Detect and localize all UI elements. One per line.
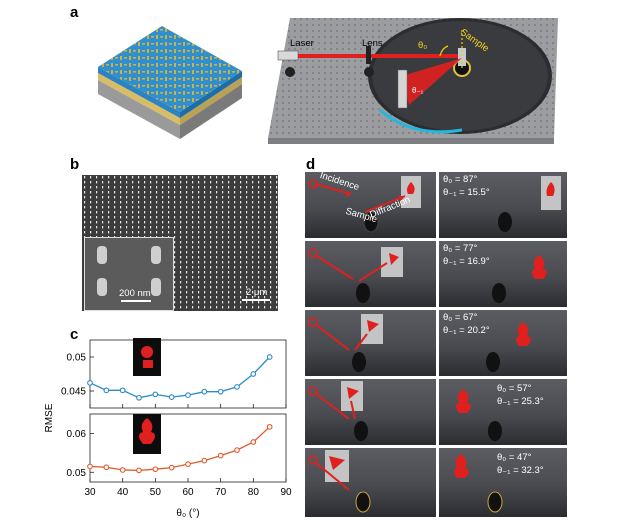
photo-right-3: θ₀ = 67° θ₋₁ = 20.2° (439, 310, 567, 376)
sem-image: 200 nm 2 μm (82, 175, 278, 311)
metasurface-illustration (98, 26, 242, 139)
row5-theta0: θ₀ = 47° (497, 452, 532, 463)
row4-theta0: θ₀ = 57° (497, 383, 532, 394)
panel-label-d: d (306, 156, 316, 173)
row2-theta-m1: θ₋₁ = 16.9° (443, 256, 490, 267)
row1-theta-m1: θ₋₁ = 15.5° (443, 187, 490, 198)
plot-bottom-frame (89, 413, 287, 483)
data-point-0-5 (168, 394, 175, 400)
x-tick-label: 40 (117, 487, 129, 498)
data-point-0-2 (119, 387, 126, 394)
data-point-1-8 (217, 452, 224, 459)
row2-theta0: θ₀ = 77° (443, 243, 478, 254)
y-tick-label: 0.045 (61, 387, 86, 398)
photo-left-3 (305, 310, 436, 376)
data-point-0-6 (185, 392, 191, 398)
x-tick-label: 60 (182, 487, 194, 498)
row3-theta0: θ₀ = 67° (443, 312, 478, 323)
row3-theta-m1: θ₋₁ = 20.2° (443, 325, 490, 336)
y-tick-label: 0.05 (67, 353, 87, 364)
y-tick-label: 0.06 (67, 429, 87, 440)
data-point-0-0 (87, 379, 93, 386)
panel-label-c: c (70, 326, 79, 343)
laser-label: Laser (290, 38, 314, 49)
blue-icon-inset (133, 338, 161, 376)
photo-left-4 (305, 379, 436, 445)
x-axis-label: θ₀ (°) (176, 508, 199, 519)
series-line-0 (89, 356, 271, 399)
sem-inset: 200 nm (84, 237, 174, 311)
data-point-1-1 (103, 464, 110, 471)
photo-right-2: θ₀ = 77° θ₋₁ = 16.9° (439, 241, 567, 307)
y-axis-label: RMSE (44, 403, 55, 432)
data-point-1-11 (266, 423, 273, 430)
data-point-0-8 (217, 388, 224, 395)
data-point-1-10 (250, 439, 257, 445)
data-point-1-4 (152, 466, 159, 473)
row4-theta-m1: θ₋₁ = 25.3° (497, 396, 544, 407)
inset-scale-label: 200 nm (119, 288, 151, 299)
photo-right-4: θ₀ = 57° θ₋₁ = 25.3° (439, 379, 567, 445)
data-point-1-9 (234, 447, 240, 453)
optical-setup-illustration: Laser Lens Sample θ₀ θ₋₁ (262, 10, 562, 148)
x-tick-label: 50 (150, 487, 162, 498)
data-point-1-2 (119, 467, 126, 473)
data-point-0-11 (266, 354, 273, 360)
data-point-0-9 (234, 384, 240, 390)
x-tick-label: 80 (248, 487, 260, 498)
data-point-1-5 (168, 464, 175, 471)
inset-scale-bar (121, 300, 151, 302)
series-line-1 (89, 426, 271, 471)
photo-right-1: θ₀ = 87° θ₋₁ = 15.5° (439, 172, 567, 238)
data-point-0-7 (201, 388, 208, 395)
photo-left-1: Incidence Diffraction Sample (305, 172, 436, 238)
lens-label: Lens (362, 38, 383, 49)
red-icon-inset (133, 414, 161, 454)
photo-right-5: θ₀ = 47° θ₋₁ = 32.3° (439, 448, 567, 517)
theta0-label: θ₀ (418, 40, 428, 51)
row1-theta0: θ₀ = 87° (443, 174, 478, 185)
data-point-0-10 (250, 371, 257, 377)
rmse-plot: 0.05 0.045 0.06 0.05 30 40 50 60 70 80 90 RMSE θ₀ … (44, 339, 292, 519)
panel-label-a: a (70, 4, 79, 21)
photo-left-5 (305, 448, 436, 517)
y-tick-label: 0.05 (67, 468, 87, 479)
data-point-1-0 (87, 463, 93, 470)
data-point-0-4 (152, 391, 159, 398)
theta-m1-label: θ₋₁ (412, 86, 424, 95)
x-tick-label: 70 (215, 487, 227, 498)
row5-theta-m1: θ₋₁ = 32.3° (497, 465, 544, 476)
photo-left-2 (305, 241, 436, 307)
x-tick-label: 30 (84, 487, 96, 498)
data-point-0-1 (103, 387, 110, 394)
main-scale-label: 2 μm (246, 287, 268, 298)
data-point-1-6 (185, 461, 191, 467)
photo-grid: Incidence Diffraction Sample θ₀ = 87° θ₋… (305, 172, 567, 517)
x-tick-label: 90 (280, 487, 292, 498)
data-point-0-3 (136, 394, 142, 401)
main-scale-bar (242, 299, 270, 301)
panel-label-b: b (70, 156, 80, 173)
data-point-1-7 (201, 457, 208, 464)
data-point-1-3 (136, 467, 142, 474)
